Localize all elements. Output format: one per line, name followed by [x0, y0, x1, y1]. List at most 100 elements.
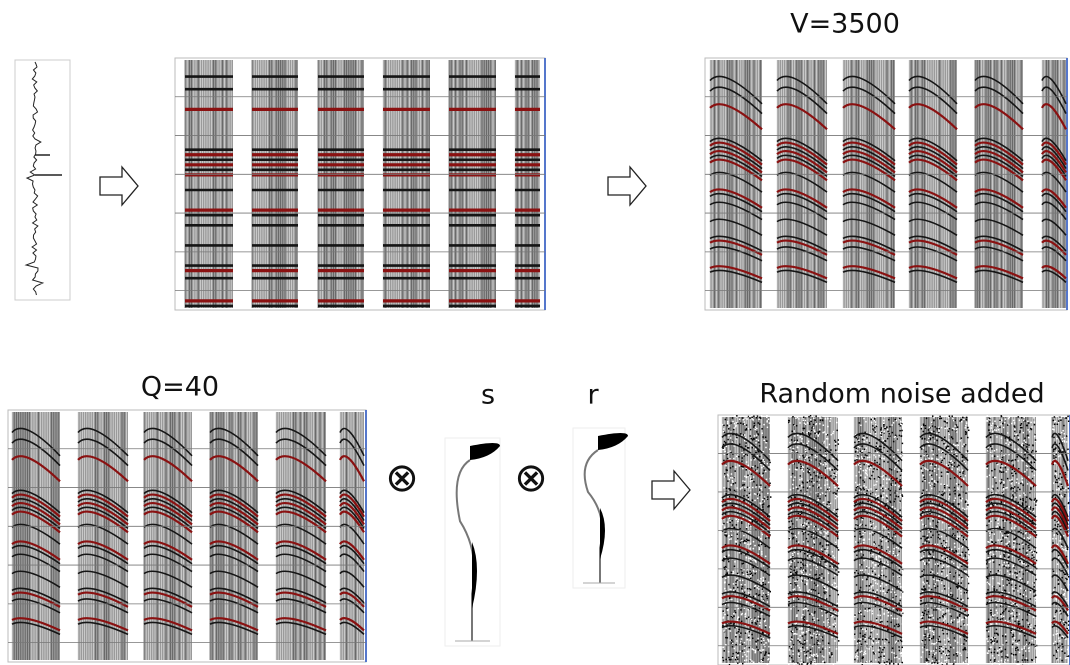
noise	[881, 621, 883, 623]
noise	[964, 427, 966, 429]
noise	[966, 508, 968, 510]
noise	[744, 417, 746, 419]
noise	[835, 542, 837, 544]
noise	[829, 595, 831, 597]
noise	[807, 657, 809, 659]
noise	[830, 475, 832, 477]
noise	[765, 538, 767, 540]
noise	[861, 644, 863, 646]
noise	[955, 572, 957, 574]
noise	[931, 483, 933, 485]
noise	[872, 643, 874, 645]
noise	[810, 556, 812, 558]
noise	[928, 445, 930, 447]
noise	[940, 602, 942, 604]
gather	[986, 415, 1037, 665]
noise	[934, 486, 936, 488]
noise	[962, 470, 964, 472]
noise	[882, 497, 884, 499]
noise	[829, 487, 831, 489]
noise	[818, 476, 820, 478]
noise	[880, 619, 882, 621]
noise	[968, 549, 970, 551]
noise	[727, 615, 729, 617]
noise	[806, 584, 808, 586]
noise	[807, 487, 809, 489]
noise	[751, 438, 753, 440]
noise	[881, 457, 883, 459]
noise	[869, 456, 871, 458]
noise	[759, 625, 761, 627]
noise	[755, 585, 757, 587]
noise	[877, 641, 879, 643]
noise	[923, 615, 925, 617]
noise	[743, 419, 745, 421]
noise	[740, 651, 742, 653]
noise	[951, 415, 953, 417]
noise	[854, 628, 856, 630]
noise	[863, 435, 865, 437]
noise	[874, 427, 876, 429]
noise	[836, 472, 838, 474]
noise	[936, 433, 938, 435]
noise	[942, 651, 944, 653]
noise	[864, 504, 866, 506]
noise	[767, 601, 769, 603]
noise	[872, 590, 874, 592]
noise	[896, 656, 898, 658]
noise	[921, 448, 923, 450]
noise	[952, 438, 954, 440]
noise	[820, 420, 822, 422]
noise	[803, 471, 805, 473]
gather	[1042, 60, 1066, 308]
noise	[941, 590, 943, 592]
noise	[835, 623, 837, 625]
noise	[860, 628, 862, 630]
noise	[762, 473, 764, 475]
noise	[722, 657, 724, 659]
noise	[882, 590, 884, 592]
noise	[951, 605, 953, 607]
noise	[825, 418, 827, 420]
noise	[797, 488, 799, 490]
noise	[930, 464, 932, 466]
noise	[961, 654, 963, 656]
noise	[818, 594, 820, 596]
noise	[893, 652, 895, 654]
noise	[897, 509, 899, 511]
noise	[747, 588, 749, 590]
noise	[741, 540, 743, 542]
noise	[756, 484, 758, 486]
noise	[922, 543, 924, 545]
noise	[931, 422, 933, 424]
noise	[854, 572, 856, 574]
noise	[756, 437, 758, 439]
noise	[871, 630, 873, 632]
noise	[804, 428, 806, 430]
noise	[811, 580, 813, 582]
noise	[797, 447, 799, 449]
noise	[755, 641, 757, 643]
noise	[800, 468, 802, 470]
noise	[935, 482, 937, 484]
noise	[745, 442, 747, 444]
noise	[816, 532, 818, 534]
noise	[940, 609, 942, 611]
noise	[806, 523, 808, 525]
noise	[768, 537, 770, 539]
noise	[730, 477, 732, 479]
noise	[953, 415, 955, 417]
noise	[963, 419, 965, 421]
noise	[935, 544, 937, 546]
noise	[946, 663, 948, 665]
noise	[740, 663, 742, 665]
noise	[757, 640, 759, 642]
noise	[887, 592, 889, 594]
noise	[855, 493, 857, 495]
noise	[965, 649, 967, 651]
noise	[744, 616, 746, 618]
noise	[927, 633, 929, 635]
noise	[744, 584, 746, 586]
noise	[932, 463, 934, 465]
noise	[812, 619, 814, 621]
